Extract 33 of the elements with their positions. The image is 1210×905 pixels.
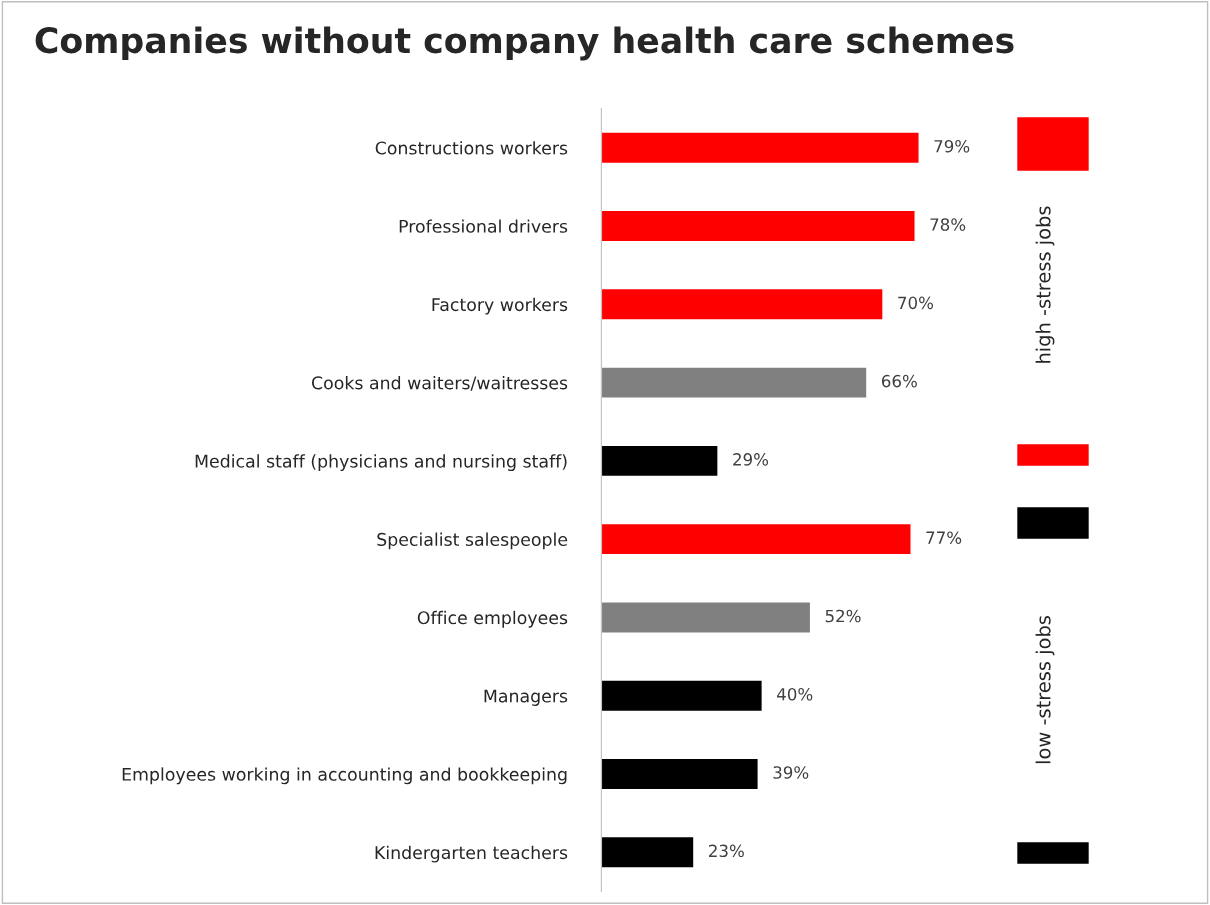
data-label: 29% — [733, 453, 769, 466]
y-tick-label: Constructions workers — [375, 141, 568, 155]
bar — [601, 522, 912, 556]
data-label: 40% — [777, 687, 813, 701]
y-tick-label: Kindergarten teachers — [375, 845, 568, 863]
data-label: 78% — [930, 218, 966, 231]
y-tick-label: Employees working in accounting and bookkeeping — [122, 767, 567, 785]
data-label: 39% — [773, 766, 809, 779]
data-label: 23% — [709, 844, 744, 858]
y-tick-label: Cooks and waiters/waitresses — [311, 375, 568, 391]
bar — [601, 287, 884, 321]
y-tick-label: Factory workers — [432, 297, 568, 315]
y-tick-label: Office employees — [417, 610, 568, 628]
text: high -stress jobs — [1035, 206, 1055, 363]
bar — [601, 757, 759, 791]
data-label: 79% — [934, 139, 970, 153]
bar — [601, 835, 695, 869]
text: low -stress jobs — [1035, 616, 1055, 764]
bar — [601, 209, 916, 243]
bar — [601, 131, 920, 165]
data-label: 70% — [898, 296, 934, 310]
data-label: 66% — [881, 374, 917, 388]
y-tick-label: Managers — [484, 689, 568, 706]
y-tick-label: Medical staff (physicians and nursing staff) — [195, 454, 567, 472]
bar — [601, 444, 719, 478]
bar — [601, 679, 764, 713]
chart-title: Companies without company health care schemes — [35, 26, 1014, 61]
y-tick-label: Specialist salespeople — [377, 532, 568, 550]
data-label: 77% — [926, 531, 962, 544]
bar — [601, 366, 868, 399]
bar — [601, 601, 812, 634]
data-label: 52% — [825, 609, 861, 623]
y-tick-label: Professional drivers — [399, 219, 568, 233]
